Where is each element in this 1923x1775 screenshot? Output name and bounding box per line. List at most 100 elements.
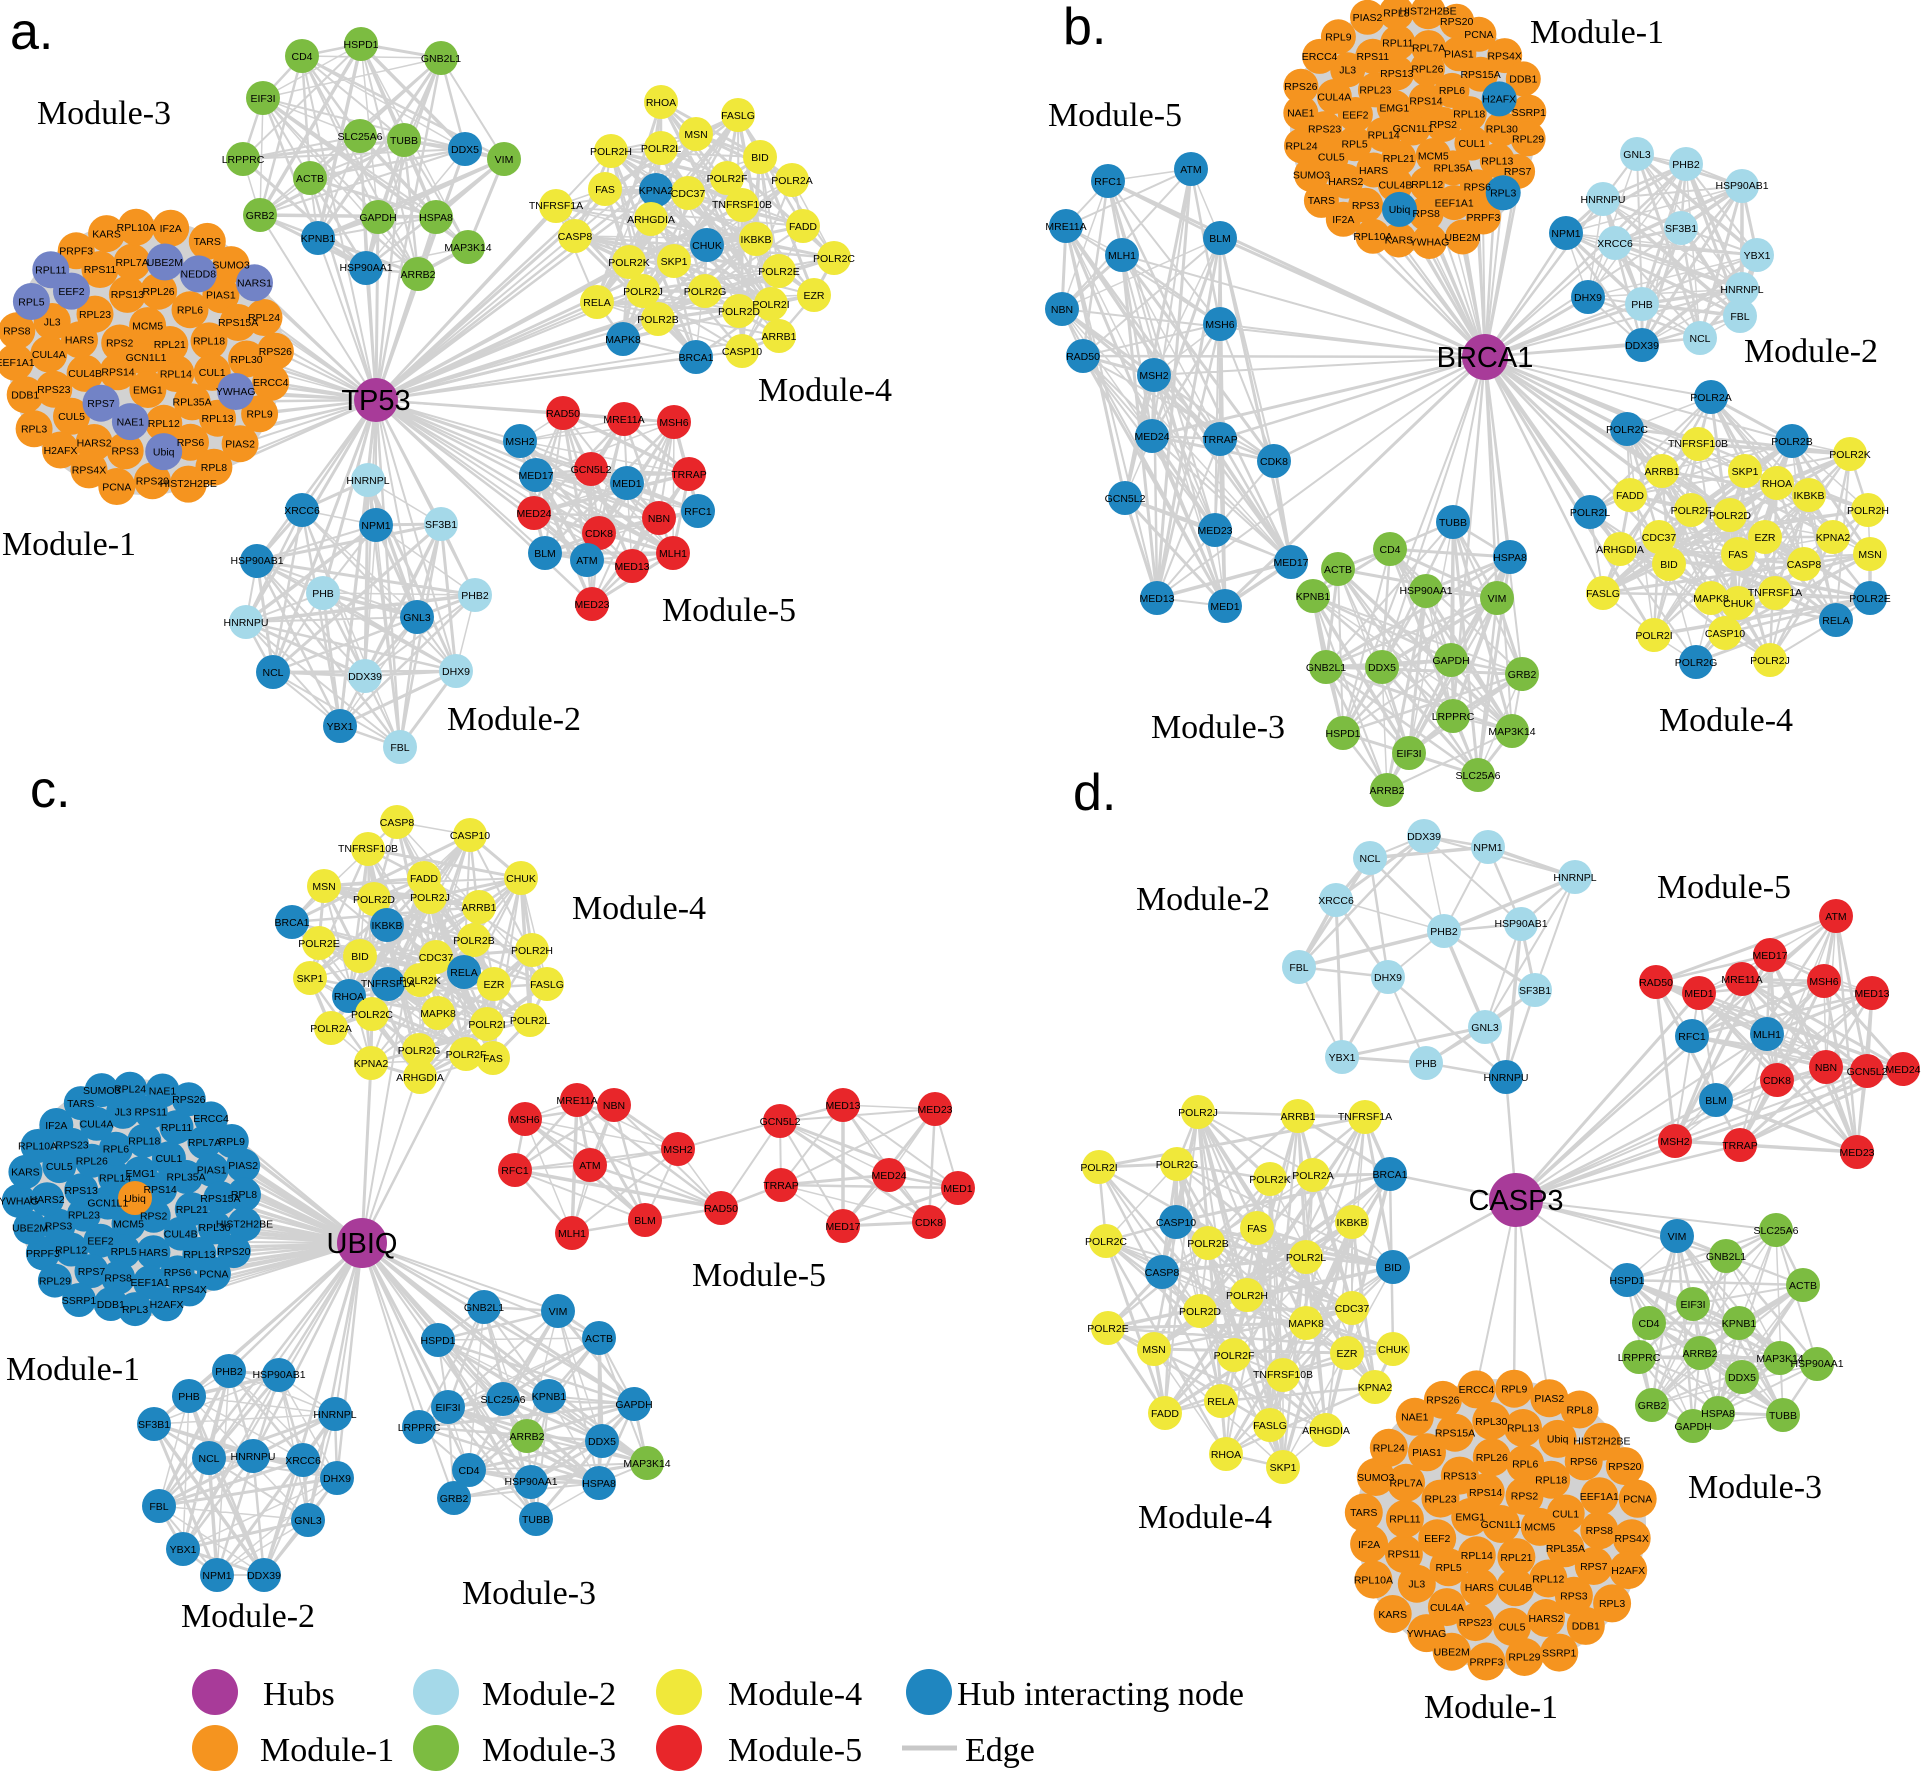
svg-text:RPS15A: RPS15A xyxy=(200,1193,240,1205)
svg-text:XRCC6: XRCC6 xyxy=(1597,238,1633,250)
svg-text:POLR2D: POLR2D xyxy=(1179,1306,1221,1318)
svg-text:POLR2K: POLR2K xyxy=(1829,449,1870,461)
svg-text:TARS: TARS xyxy=(1308,195,1335,207)
svg-text:RPS2: RPS2 xyxy=(106,338,134,350)
svg-text:CHUK: CHUK xyxy=(1378,1344,1408,1356)
svg-text:DDX39: DDX39 xyxy=(1625,340,1659,352)
svg-text:FADD: FADD xyxy=(410,873,438,885)
svg-text:GAPDH: GAPDH xyxy=(1432,655,1469,667)
svg-text:PRPF3: PRPF3 xyxy=(1469,1656,1503,1668)
svg-text:Hub interacting node: Hub interacting node xyxy=(957,1676,1244,1713)
svg-text:RELA: RELA xyxy=(450,967,477,979)
svg-text:TNFRSF1A: TNFRSF1A xyxy=(1748,587,1802,599)
svg-text:RPL10A: RPL10A xyxy=(1353,231,1392,243)
svg-text:VIM: VIM xyxy=(1488,593,1507,605)
svg-text:RPS2: RPS2 xyxy=(140,1211,168,1223)
svg-text:SF3B1: SF3B1 xyxy=(425,519,457,531)
svg-text:MSN: MSN xyxy=(1142,1344,1165,1356)
svg-text:RPL24: RPL24 xyxy=(114,1084,146,1096)
svg-text:MED1: MED1 xyxy=(943,1183,972,1195)
svg-text:HARS: HARS xyxy=(1465,1582,1494,1594)
svg-text:ARRB2: ARRB2 xyxy=(400,269,435,281)
svg-text:HNRNPL: HNRNPL xyxy=(1720,284,1763,296)
svg-text:RPS8: RPS8 xyxy=(3,326,31,338)
svg-text:RPS7: RPS7 xyxy=(1580,1561,1608,1573)
svg-text:MSH2: MSH2 xyxy=(663,1144,692,1156)
svg-text:EEF1A1: EEF1A1 xyxy=(131,1277,170,1289)
svg-text:RPL12: RPL12 xyxy=(1411,179,1443,191)
svg-text:LRPPRC: LRPPRC xyxy=(398,1422,441,1434)
svg-text:RELA: RELA xyxy=(1822,615,1849,627)
svg-text:MSN: MSN xyxy=(1858,549,1881,561)
svg-text:NEDD8: NEDD8 xyxy=(181,269,217,281)
svg-text:GNB2L1: GNB2L1 xyxy=(464,1302,504,1314)
svg-text:Module-1: Module-1 xyxy=(260,1732,394,1769)
svg-text:Module-2: Module-2 xyxy=(1136,881,1270,918)
svg-text:CUL5: CUL5 xyxy=(46,1161,73,1173)
svg-text:CASP8: CASP8 xyxy=(1145,1267,1180,1279)
svg-text:POLR2L: POLR2L xyxy=(1570,507,1610,519)
svg-text:HNRNPU: HNRNPU xyxy=(231,1451,276,1463)
svg-text:MLH1: MLH1 xyxy=(659,548,687,560)
svg-text:GNB2L1: GNB2L1 xyxy=(421,53,461,65)
svg-text:GCN1L1: GCN1L1 xyxy=(126,352,167,364)
svg-text:PIAS2: PIAS2 xyxy=(225,439,255,451)
svg-text:RPL18: RPL18 xyxy=(193,336,225,348)
svg-text:RPS6: RPS6 xyxy=(177,437,205,449)
svg-text:POLR2B: POLR2B xyxy=(1771,436,1812,448)
svg-text:TRRAP: TRRAP xyxy=(763,1180,799,1192)
svg-text:HNRNPL: HNRNPL xyxy=(346,475,389,487)
svg-text:RHOA: RHOA xyxy=(646,97,676,109)
svg-text:RPL13: RPL13 xyxy=(1507,1423,1539,1435)
svg-text:MAPK8: MAPK8 xyxy=(1693,593,1729,605)
svg-text:Module-3: Module-3 xyxy=(1151,709,1285,746)
svg-text:MAP3K14: MAP3K14 xyxy=(1488,726,1535,738)
svg-text:POLR2A: POLR2A xyxy=(310,1023,351,1035)
svg-text:JL3: JL3 xyxy=(1339,65,1356,77)
svg-text:MAP3K14: MAP3K14 xyxy=(623,1458,670,1470)
svg-text:RPL14: RPL14 xyxy=(1368,129,1400,141)
svg-text:RPS26: RPS26 xyxy=(172,1094,205,1106)
svg-text:RPL6: RPL6 xyxy=(177,305,203,317)
svg-text:RFC1: RFC1 xyxy=(1678,1031,1706,1043)
svg-text:JL3: JL3 xyxy=(115,1107,132,1119)
svg-text:SLC25A6: SLC25A6 xyxy=(1754,1225,1799,1237)
svg-text:RPS11: RPS11 xyxy=(1388,1549,1421,1561)
svg-text:VIM: VIM xyxy=(1668,1231,1687,1243)
svg-text:UBE2M: UBE2M xyxy=(1445,232,1481,244)
svg-text:RPS2: RPS2 xyxy=(1430,119,1458,131)
svg-text:DDB1: DDB1 xyxy=(1509,74,1537,86)
svg-text:RPL6: RPL6 xyxy=(103,1144,129,1156)
svg-text:TARS: TARS xyxy=(67,1098,94,1110)
svg-text:HNRNPU: HNRNPU xyxy=(1581,194,1626,206)
svg-text:RPS20: RPS20 xyxy=(1608,1461,1641,1473)
svg-text:BID: BID xyxy=(751,152,769,164)
svg-text:RPS15A: RPS15A xyxy=(1435,1427,1475,1439)
svg-text:UBIQ: UBIQ xyxy=(327,1228,398,1260)
svg-text:MAPK8: MAPK8 xyxy=(1288,1318,1324,1330)
svg-text:GNL3: GNL3 xyxy=(294,1515,322,1527)
svg-text:XRCC6: XRCC6 xyxy=(285,1455,321,1467)
svg-text:SLC25A6: SLC25A6 xyxy=(481,1394,526,1406)
svg-text:BID: BID xyxy=(1660,559,1678,571)
svg-text:MSH6: MSH6 xyxy=(1809,976,1838,988)
svg-text:MED17: MED17 xyxy=(1273,557,1308,569)
svg-text:TARS: TARS xyxy=(1350,1507,1377,1519)
svg-text:MED24: MED24 xyxy=(516,508,551,520)
svg-text:CASP10: CASP10 xyxy=(1705,628,1745,640)
svg-text:SKP1: SKP1 xyxy=(1732,466,1759,478)
svg-text:BRCA1: BRCA1 xyxy=(1372,1169,1407,1181)
svg-text:LRPPRC: LRPPRC xyxy=(222,154,265,166)
svg-text:RPL7A: RPL7A xyxy=(1412,42,1445,54)
svg-text:Module-5: Module-5 xyxy=(1657,869,1791,906)
svg-text:Module-1: Module-1 xyxy=(1424,1689,1558,1726)
svg-text:RPS7: RPS7 xyxy=(87,398,115,410)
svg-text:Module-5: Module-5 xyxy=(692,1257,826,1294)
svg-text:NBN: NBN xyxy=(1051,304,1073,316)
svg-text:PCNA: PCNA xyxy=(1464,29,1493,41)
svg-text:MAP3K14: MAP3K14 xyxy=(444,242,491,254)
svg-text:NARS1: NARS1 xyxy=(237,278,272,290)
svg-text:HARS2: HARS2 xyxy=(77,437,112,449)
svg-text:MED17: MED17 xyxy=(825,1221,860,1233)
svg-text:RPS11: RPS11 xyxy=(1357,51,1390,63)
